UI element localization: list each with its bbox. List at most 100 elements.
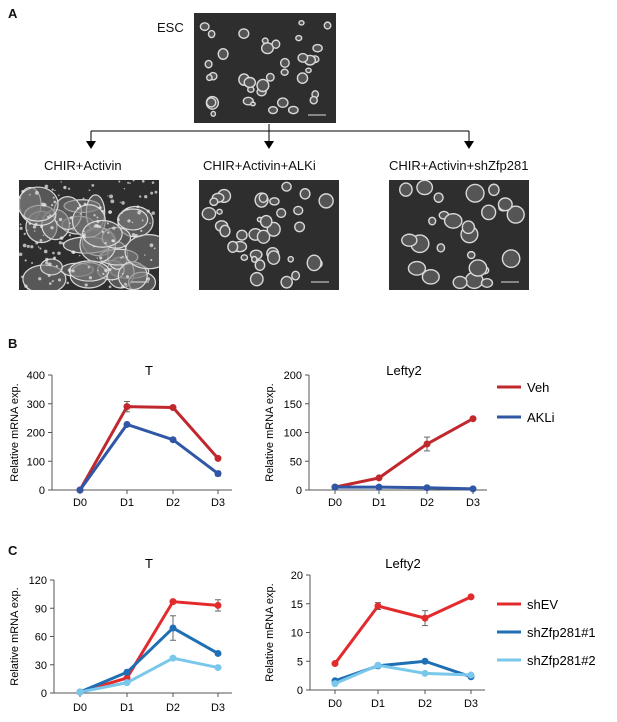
cell-speck [66, 281, 70, 285]
colony [204, 59, 213, 69]
cell-speck [144, 254, 146, 256]
series-line [79, 626, 219, 694]
colony [276, 207, 287, 219]
cell-speck [121, 212, 123, 214]
cell-speck [106, 222, 109, 225]
colony [421, 268, 440, 285]
colony [227, 240, 239, 253]
cell-speck [42, 234, 45, 237]
colony [287, 255, 295, 263]
cell-speck [79, 236, 82, 238]
cell-speck [127, 181, 130, 184]
colony [238, 28, 250, 39]
colony [297, 52, 309, 63]
x-tick-label: D1 [120, 702, 134, 714]
data-point [169, 403, 177, 411]
data-point [374, 602, 382, 610]
cell-speck [35, 241, 39, 245]
cell-speck [47, 274, 51, 278]
data-point [169, 436, 177, 444]
colony [291, 270, 301, 281]
colony [407, 260, 427, 276]
cell-speck [21, 189, 25, 193]
x-tick-label: D3 [464, 698, 478, 710]
x-tick-label: D3 [466, 497, 480, 509]
cell-speck [54, 189, 56, 192]
cell-speck [149, 243, 154, 248]
cell-speck [58, 241, 62, 245]
cell-speck [93, 214, 96, 217]
colony [281, 181, 292, 192]
y-axis-label: Relative mRNA exp. [264, 583, 276, 681]
cell-speck [45, 257, 49, 262]
cell-speck [97, 269, 99, 272]
cell-speck [20, 275, 24, 279]
colony [267, 106, 279, 115]
colony [468, 259, 488, 277]
micrograph-chir-activin-shzfp281 [389, 180, 529, 290]
colony [294, 221, 306, 233]
cell-speck [52, 196, 55, 199]
cell-speck [101, 209, 105, 213]
micrograph-chir-activin [19, 180, 159, 290]
colony [299, 188, 311, 200]
series-line [333, 595, 472, 665]
cell-speck [111, 239, 115, 243]
cell-speck [82, 233, 86, 237]
cell-speck [47, 215, 50, 219]
cell-speck [51, 203, 54, 207]
x-tick-label: D1 [120, 497, 134, 509]
y-axis-label: Relative mRNA exp. [9, 383, 21, 481]
colony [240, 254, 249, 261]
cell-speck [44, 184, 49, 189]
esc-label: ESC [157, 20, 184, 35]
y-tick-label: 0 [39, 485, 45, 497]
series-line [79, 656, 219, 694]
cell-speck [124, 282, 128, 286]
cell-speck [107, 195, 109, 197]
panel-letter-b: B [8, 336, 18, 351]
cell-speck [51, 280, 54, 283]
data-point [123, 403, 131, 411]
cell-speck [57, 194, 60, 197]
x-tick-label: D1 [371, 698, 385, 710]
cell-speck [71, 250, 75, 254]
cell-speck [52, 251, 55, 255]
cell-speck [101, 230, 105, 234]
legend-c: shEV shZfp281#1 shZfp281#2 [497, 597, 596, 668]
legend-b: Veh AKLi [497, 380, 555, 425]
y-tick-label: 120 [29, 575, 47, 587]
condition-label-3: CHIR+Activin+shZfp281 [389, 158, 529, 173]
cell-speck [111, 279, 113, 281]
colony [399, 182, 413, 197]
cell-speck [108, 267, 112, 272]
cell-speck [108, 210, 112, 214]
y-tick-label: 90 [35, 603, 47, 615]
colony [217, 48, 229, 60]
legend-label: Veh [527, 380, 549, 395]
cell-speck [67, 187, 71, 190]
colony [497, 197, 513, 212]
cell-speck [24, 284, 28, 288]
data-point [469, 415, 477, 423]
series-line [334, 417, 474, 489]
colony-cluster [117, 208, 149, 231]
colony [250, 255, 258, 263]
cell-speck [19, 223, 22, 226]
chart-c-lefty2: Lefty2 Relative mRNA exp. 0 5 10 15 20 D0 D1 D2 D3 [264, 556, 485, 710]
colony [205, 97, 217, 108]
data-point [374, 661, 382, 669]
cell-speck [41, 202, 46, 207]
colony [461, 220, 476, 235]
colony [501, 249, 521, 269]
cell-speck [146, 209, 150, 213]
cell-speck [39, 247, 42, 250]
cell-speck [92, 245, 95, 248]
colony [267, 250, 281, 265]
colony [276, 97, 289, 109]
colony [209, 197, 219, 207]
colony [401, 233, 418, 247]
cell-speck [60, 181, 62, 183]
colony [295, 34, 303, 42]
cell-speck [99, 205, 102, 208]
